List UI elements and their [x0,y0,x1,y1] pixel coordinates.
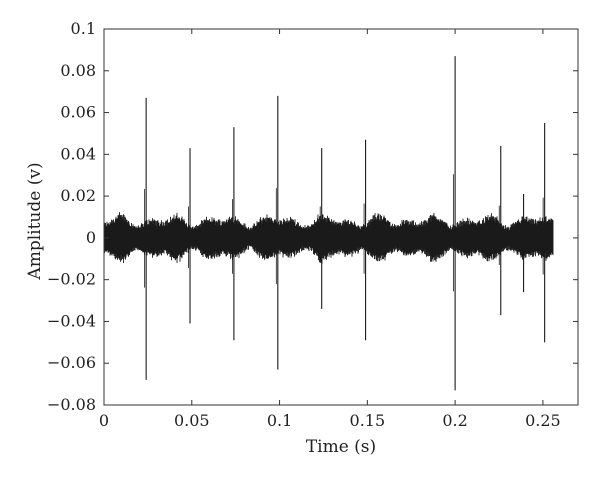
y-tick-label: −0.04 [47,311,96,330]
signal-noise-band [103,212,554,264]
x-tick-label: 0.1 [267,411,292,430]
y-tick-label: 0.04 [60,144,96,163]
y-axis-ticks: −0.08 −0.06 −0.04 −0.02 0 0.02 0.04 0.06 0.08 0.1 [47,19,578,414]
signal-layer [103,212,554,264]
y-tick-label: −0.08 [47,395,96,414]
y-tick-label: 0.1 [71,19,96,38]
x-tick-label: 0.05 [174,411,210,430]
x-tick-label: 0.15 [350,411,386,430]
x-tick-label: 0.2 [442,411,467,430]
y-tick-label: 0.06 [60,103,96,122]
x-tick-label: 0 [99,411,109,430]
y-axis-label: Amplitude (v) [25,162,45,280]
y-tick-label: 0.02 [60,186,96,205]
plot-frame [103,28,579,406]
y-tick-label: 0 [86,228,96,247]
x-axis-ticks: 0 0.05 0.1 0.15 0.2 0.25 [99,29,561,430]
impulse-layer [144,56,546,391]
x-tick-label: 0.25 [525,411,561,430]
y-tick-label: −0.06 [47,353,96,372]
y-tick-label: −0.02 [47,270,96,289]
y-tick-label: 0.08 [60,61,96,80]
x-axis-label: Time (s) [306,437,376,457]
